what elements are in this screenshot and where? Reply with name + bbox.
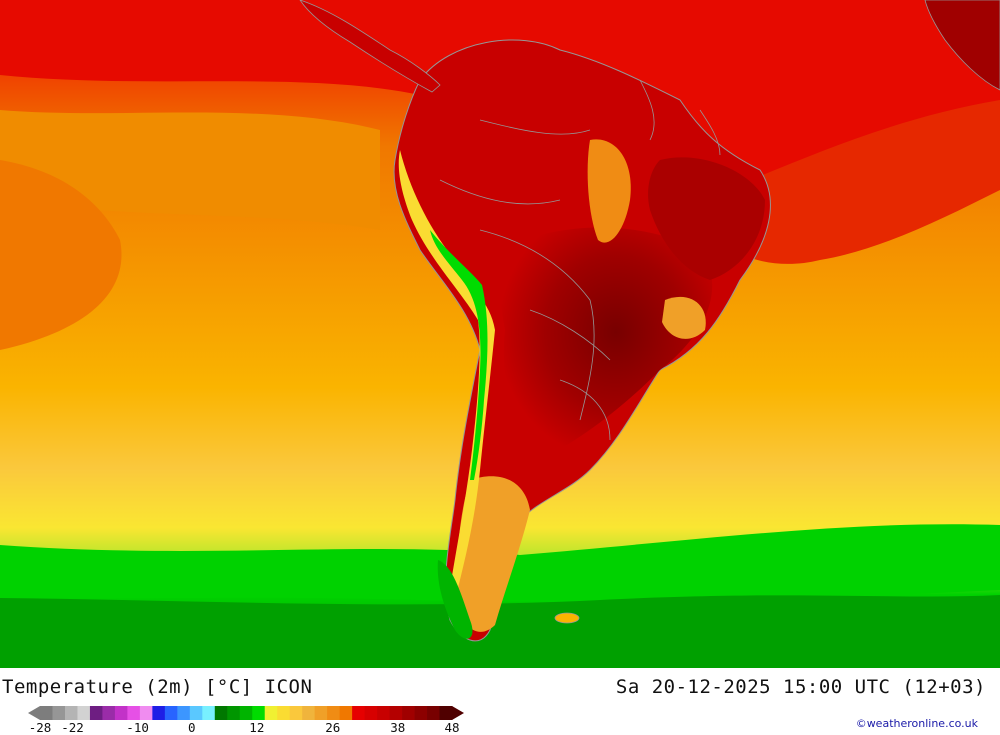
andes-cold-peaks xyxy=(430,230,488,480)
legend-swatch xyxy=(402,706,415,720)
legend-swatch xyxy=(214,706,228,720)
temperature-map xyxy=(0,0,1000,668)
patagonia-orange xyxy=(457,476,530,632)
andes-strip xyxy=(398,150,495,600)
legend-swatch xyxy=(52,706,66,720)
brazil-northeast-hot xyxy=(648,157,765,280)
east-pacific-orange xyxy=(0,110,380,230)
brazil-highland-orange xyxy=(587,139,631,243)
legend-swatch xyxy=(152,706,166,720)
southern-ocean-green xyxy=(0,595,1000,668)
legend-swatch xyxy=(202,706,216,720)
legend-arrow-low xyxy=(28,706,40,720)
weatheronline-credit[interactable]: ©weatheronline.co.uk xyxy=(855,717,978,730)
east-highland-orange xyxy=(662,296,706,339)
map-title: Temperature (2m) [°C] ICON xyxy=(2,676,313,698)
central-hot-core xyxy=(497,227,713,460)
central-america-land xyxy=(299,0,441,93)
falkland-islands xyxy=(554,612,580,624)
legend-tick-label: 38 xyxy=(390,720,406,735)
legend-swatch xyxy=(414,706,428,720)
legend-swatch xyxy=(364,706,378,720)
legend-swatch xyxy=(439,706,453,720)
legend-swatch xyxy=(352,706,366,720)
west-pacific-cool xyxy=(0,160,122,350)
legend-swatch xyxy=(64,706,78,720)
legend-swatch xyxy=(302,706,316,720)
legend-tick-label: -22 xyxy=(61,720,84,735)
legend-swatch xyxy=(277,706,291,720)
legend-swatch xyxy=(289,706,303,720)
africa-land-corner xyxy=(924,0,1000,91)
tierra-del-fuego-cold xyxy=(437,560,473,639)
country-borders xyxy=(439,79,721,441)
legend-swatch xyxy=(40,706,53,720)
legend-swatch xyxy=(77,706,91,720)
temperature-legend-bar xyxy=(28,706,464,720)
legend-swatch xyxy=(189,706,203,720)
legend-tick-label: -28 xyxy=(28,720,52,735)
legend-arrow-high xyxy=(452,706,464,720)
forecast-datetime: Sa 20-12-2025 15:00 UTC (12+03) xyxy=(615,676,986,698)
legend-tick-label: 12 xyxy=(249,720,265,735)
legend-swatch xyxy=(239,706,253,720)
legend-swatch xyxy=(264,706,278,720)
legend-tick-label: 48 xyxy=(444,720,460,735)
legend-swatch xyxy=(89,706,103,720)
legend-tick-label: 0 xyxy=(188,720,196,735)
map-footer: Temperature (2m) [°C] ICON Sa 20-12-2025… xyxy=(0,668,1000,735)
legend-swatch xyxy=(114,706,128,720)
legend-swatch xyxy=(339,706,353,720)
legend-swatch xyxy=(327,706,341,720)
legend-swatch xyxy=(177,706,191,720)
legend-swatch xyxy=(127,706,141,720)
northeast-warm-sea xyxy=(700,100,1000,264)
legend-swatch xyxy=(227,706,241,720)
legend-swatch xyxy=(164,706,178,720)
legend-tick-label: 26 xyxy=(325,720,341,735)
legend-swatch xyxy=(252,706,266,720)
legend-swatch xyxy=(389,706,403,720)
legend-swatch xyxy=(427,706,440,720)
legend-swatch xyxy=(377,706,390,720)
legend-tick-label: -10 xyxy=(126,720,149,735)
legend-swatch xyxy=(139,706,153,720)
legend-swatch xyxy=(102,706,116,720)
legend-swatch xyxy=(314,706,328,720)
